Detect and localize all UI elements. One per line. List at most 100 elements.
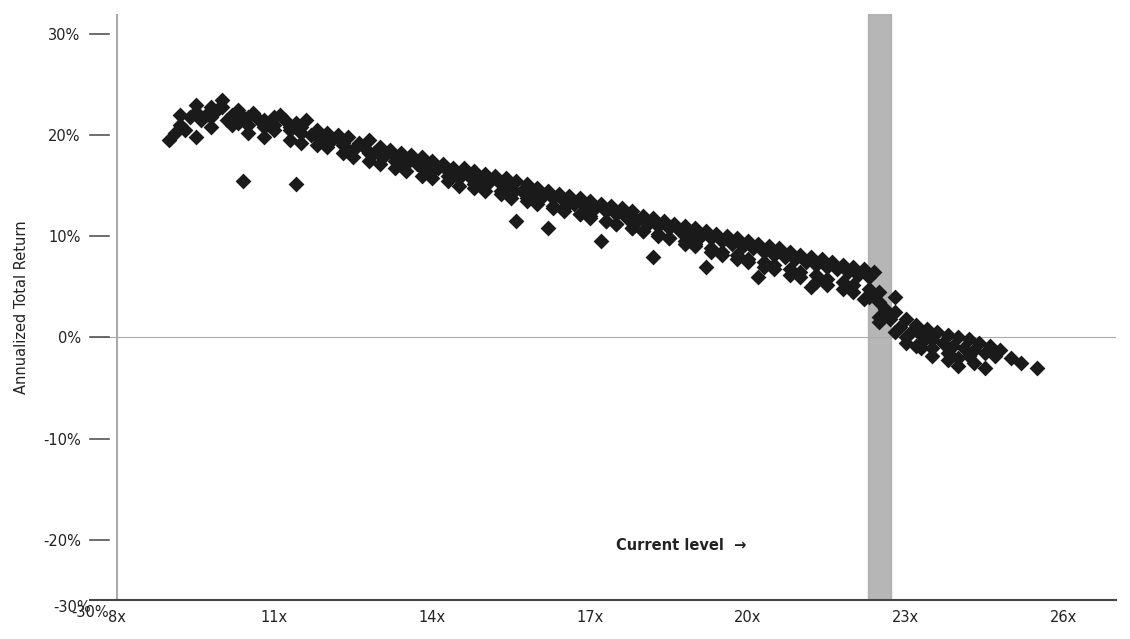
Point (612, 203, 631, 213)
Point (428, 162, 446, 173)
Point (949, 332, 967, 343)
Point (860, 284, 878, 294)
Point (287, 179, 305, 189)
Point (424, 155, 442, 166)
Point (876, 304, 894, 314)
Point (771, 243, 789, 254)
Point (959, 334, 977, 344)
Point (545, 193, 563, 203)
Point (297, 115, 315, 125)
Point (202, 122, 220, 132)
Point (818, 261, 836, 272)
Point (823, 256, 841, 266)
Point (791, 272, 809, 282)
Point (287, 118, 305, 128)
Point (838, 266, 857, 277)
Point (571, 209, 589, 219)
Point (607, 219, 625, 229)
Point (912, 343, 930, 353)
Point (371, 142, 389, 153)
Point (181, 112, 199, 122)
Point (560, 191, 579, 201)
Point (718, 231, 736, 242)
Point (939, 355, 957, 365)
Point (386, 155, 405, 166)
Point (307, 132, 325, 142)
Point (797, 256, 815, 266)
Point (450, 181, 468, 191)
Text: -30%: -30% (71, 605, 110, 620)
Point (281, 125, 299, 135)
Point (886, 292, 904, 302)
Point (1012, 358, 1031, 368)
Point (266, 112, 284, 122)
Point (949, 360, 967, 371)
Point (244, 108, 262, 118)
Point (607, 209, 625, 219)
Point (860, 272, 878, 282)
Point (692, 231, 710, 242)
Point (781, 270, 799, 280)
Point (424, 173, 442, 183)
Point (686, 223, 704, 233)
Point (581, 211, 599, 221)
Point (418, 160, 436, 171)
Point (555, 196, 573, 206)
Point (749, 240, 767, 250)
Point (292, 138, 310, 148)
Point (292, 128, 310, 138)
Point (713, 249, 731, 259)
Point (965, 358, 983, 368)
Point (759, 242, 777, 252)
Point (224, 120, 242, 130)
Point (781, 264, 799, 274)
Point (313, 132, 331, 142)
Point (807, 270, 825, 280)
Point (255, 122, 273, 132)
Point (844, 280, 862, 290)
Point (912, 330, 930, 341)
Point (555, 203, 573, 213)
Point (576, 201, 594, 211)
Point (623, 223, 641, 233)
Point (907, 320, 925, 330)
Point (791, 266, 809, 277)
Point (860, 292, 878, 302)
Point (555, 206, 573, 216)
Point (644, 213, 662, 223)
Point (886, 307, 904, 318)
Point (886, 327, 904, 337)
Point (791, 249, 809, 259)
Point (870, 317, 888, 327)
Point (818, 280, 836, 290)
Point (529, 199, 547, 209)
Point (518, 179, 536, 189)
Point (775, 252, 793, 262)
Point (807, 277, 825, 287)
Point (481, 176, 499, 186)
Point (466, 169, 484, 179)
Point (186, 107, 205, 117)
Point (345, 145, 363, 155)
Point (240, 128, 258, 138)
Point (581, 213, 599, 223)
Point (618, 213, 636, 223)
Point (444, 162, 462, 173)
Point (307, 140, 325, 150)
Point (360, 155, 379, 166)
Point (255, 115, 273, 125)
Point (981, 341, 999, 351)
Point (1002, 353, 1020, 363)
Point (581, 196, 599, 206)
Point (408, 158, 426, 169)
Point (502, 183, 520, 193)
Point (507, 176, 525, 186)
Point (450, 169, 468, 179)
Point (365, 148, 383, 158)
Point (654, 216, 672, 226)
Point (424, 166, 442, 176)
Point (923, 334, 941, 344)
Point (975, 348, 993, 358)
Point (660, 223, 678, 233)
Point (318, 142, 336, 153)
